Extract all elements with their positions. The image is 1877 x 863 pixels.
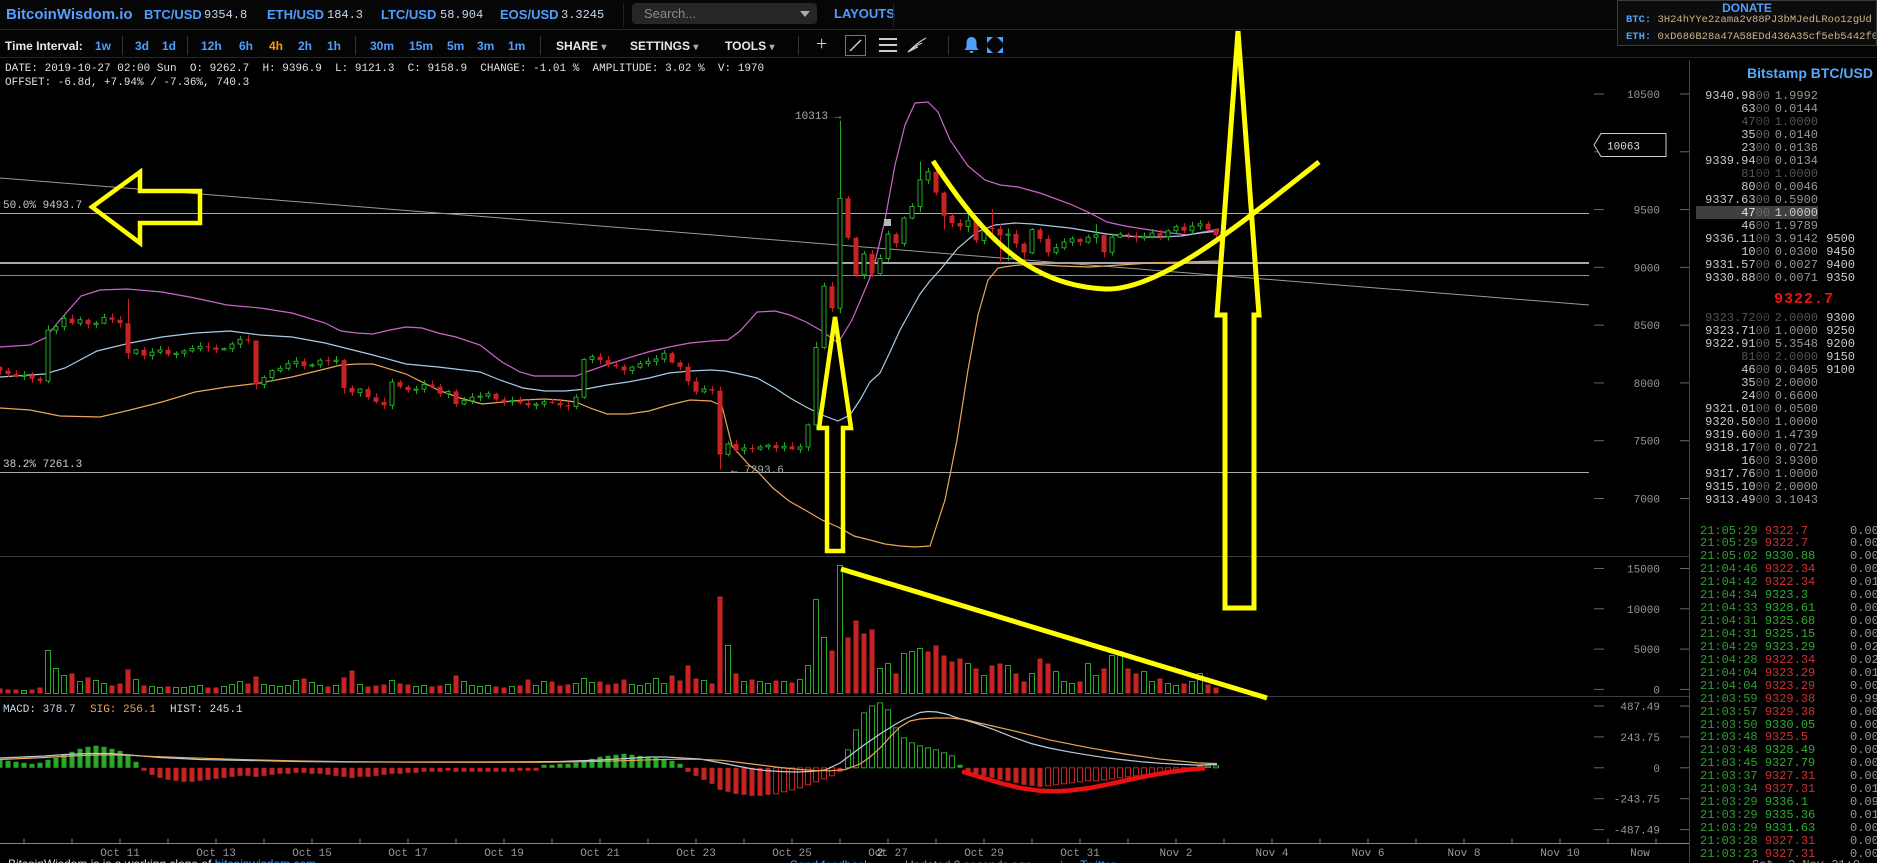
svg-text:Oct 17: Oct 17 [388, 848, 428, 860]
svg-text:5000: 5000 [1634, 645, 1660, 657]
svg-text:Now: Now [1630, 848, 1650, 860]
svg-text:7000: 7000 [1634, 494, 1660, 506]
svg-text:Oct 21: Oct 21 [580, 848, 620, 860]
svg-text:10313 →: 10313 → [795, 111, 842, 123]
svg-text:0: 0 [1653, 764, 1660, 776]
svg-text:HIST: 245.1: HIST: 245.1 [170, 704, 243, 716]
svg-text:7500: 7500 [1634, 437, 1660, 449]
svg-text:← 7293.6: ← 7293.6 [731, 465, 784, 477]
svg-text:9000: 9000 [1634, 263, 1660, 275]
svg-text:Oct 11: Oct 11 [100, 848, 140, 860]
svg-text:Oct 31: Oct 31 [1060, 848, 1100, 860]
svg-text:Oct 23: Oct 23 [676, 848, 716, 860]
svg-text:Oct 27: Oct 27 [868, 848, 908, 860]
svg-text:50.0% 9493.7: 50.0% 9493.7 [3, 200, 82, 212]
svg-text:9500: 9500 [1634, 206, 1660, 218]
svg-text:8000: 8000 [1634, 379, 1660, 391]
svg-text:243.75: 243.75 [1620, 733, 1660, 745]
svg-text:MACD: 378.7: MACD: 378.7 [3, 704, 76, 716]
svg-text:-243.75: -243.75 [1614, 795, 1660, 807]
svg-text:2: 2 [877, 848, 884, 860]
svg-text:487.49: 487.49 [1620, 702, 1660, 714]
svg-text:Oct 25: Oct 25 [772, 848, 812, 860]
svg-text:-487.49: -487.49 [1614, 826, 1660, 838]
svg-text:0: 0 [1653, 685, 1660, 697]
svg-text:Nov 2: Nov 2 [1159, 848, 1192, 860]
svg-text:Oct 15: Oct 15 [292, 848, 332, 860]
svg-text:Oct 13: Oct 13 [196, 848, 236, 860]
svg-text:Nov 6: Nov 6 [1351, 848, 1384, 860]
svg-text:10063: 10063 [1607, 142, 1640, 154]
svg-text:SIG: 256.1: SIG: 256.1 [90, 704, 156, 716]
svg-text:15000: 15000 [1627, 565, 1660, 577]
svg-text:38.2% 7261.3: 38.2% 7261.3 [3, 459, 82, 471]
svg-text:Nov 8: Nov 8 [1447, 848, 1480, 860]
svg-text:Nov 4: Nov 4 [1255, 848, 1288, 860]
svg-text:10000: 10000 [1627, 605, 1660, 617]
svg-text:Nov 10: Nov 10 [1540, 848, 1580, 860]
svg-text:Oct 29: Oct 29 [964, 848, 1004, 860]
svg-text:Oct 19: Oct 19 [484, 848, 524, 860]
svg-text:8500: 8500 [1634, 321, 1660, 333]
svg-text:10500: 10500 [1627, 90, 1660, 102]
